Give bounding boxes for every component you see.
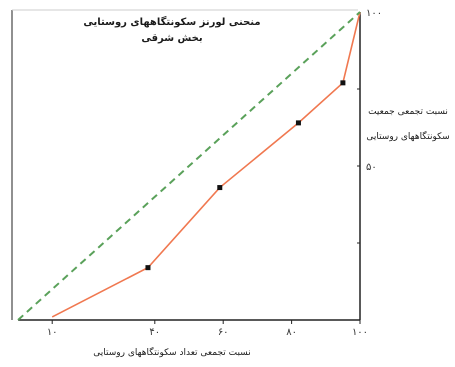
lorenz-point-marker	[217, 185, 223, 191]
lorenz-point-marker	[295, 120, 301, 126]
x-tick-label: ۶۰	[218, 327, 229, 338]
lorenz-curve-line	[51, 11, 361, 318]
y-tick-label: ۱۰۰	[366, 8, 382, 19]
x-tick-label: ۴۰	[149, 327, 160, 338]
x-axis-label: نسبت تجمعی تعداد سکونتگاههای روستایی	[93, 346, 250, 358]
lorenz-point-marker	[145, 265, 151, 271]
x-tick-label: ۱۰۰	[352, 327, 368, 338]
equality-line	[17, 11, 361, 321]
lorenz-point-marker	[340, 80, 346, 86]
y-axis-label-line2: سکونتگاههای روستایی	[366, 130, 449, 142]
x-tick-label: ۱۰	[47, 327, 58, 338]
chart-title: منحنی لورنز سکونتگاههای روستایی	[83, 15, 260, 28]
y-tick-label: ۵۰	[366, 162, 377, 173]
x-tick-label: ۸۰	[286, 327, 297, 338]
chart-subtitle: بخش شرقی	[141, 33, 202, 44]
y-axis-label-line1: نسبت تجمعی جمعیت	[368, 107, 448, 117]
plot-area	[17, 11, 361, 321]
